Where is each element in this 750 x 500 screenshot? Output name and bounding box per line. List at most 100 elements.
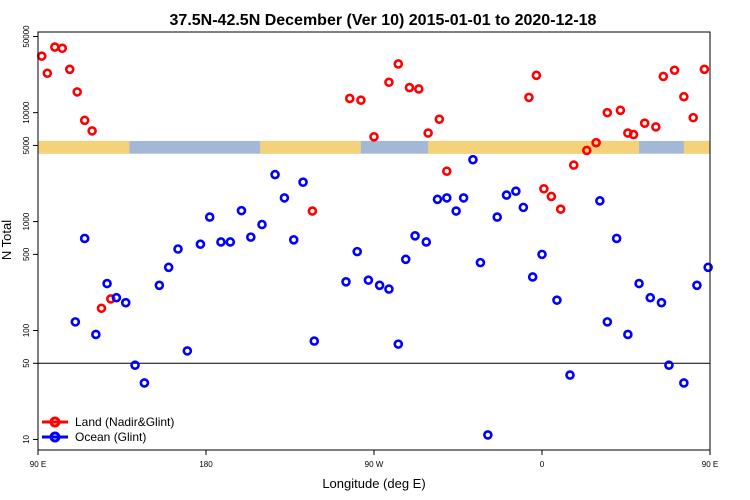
ocean-point <box>664 360 674 371</box>
land-point <box>539 183 549 194</box>
land-point <box>423 128 433 138</box>
x-tick-label: 90 W <box>365 460 384 469</box>
ocean-point <box>352 246 363 257</box>
ocean-point <box>298 177 308 187</box>
ocean-point <box>527 272 538 282</box>
land-point <box>581 145 592 156</box>
ocean-point <box>602 317 613 327</box>
land-point <box>384 77 394 88</box>
land-point <box>356 95 366 106</box>
ocean-point <box>679 378 689 388</box>
ocean-point <box>475 257 486 268</box>
ocean-point <box>483 430 493 440</box>
ocean-point <box>703 262 713 273</box>
land-point <box>688 112 699 123</box>
y-tick-label: 100 <box>22 323 31 337</box>
x-tick-label: 180 <box>199 460 213 469</box>
ocean-point <box>173 244 183 254</box>
chart-title: 37.5N-42.5N December (Ver 10) 2015-01-01… <box>170 12 597 29</box>
land-point <box>546 191 557 202</box>
land-point <box>591 137 601 148</box>
x-tick-label: 0 <box>540 460 545 469</box>
ocean-point <box>565 370 575 380</box>
land-band-segment <box>683 140 710 154</box>
land-point <box>393 59 404 69</box>
ocean-point <box>374 280 385 291</box>
ocean-point <box>195 239 206 249</box>
ocean-point <box>279 193 290 203</box>
ocean-point <box>225 237 236 247</box>
ocean-point <box>400 254 411 265</box>
legend-ocean-marker <box>49 431 61 443</box>
ocean-point <box>130 360 140 371</box>
y-tick-label: 1000 <box>22 212 31 230</box>
land-point <box>57 43 68 54</box>
x-tick-label: 90 E <box>30 460 46 469</box>
ocean-point <box>645 292 656 303</box>
land-point <box>87 126 97 136</box>
ocean-point <box>410 231 420 241</box>
land-point <box>36 51 47 61</box>
land-point <box>369 132 379 142</box>
ocean-point <box>246 232 256 242</box>
legend-land-marker <box>49 416 61 428</box>
ocean-point <box>79 233 90 244</box>
ocean-point <box>656 297 667 308</box>
y-axis-ticks: 10 50 100 500 1000 5000 10000 50000 <box>22 25 38 444</box>
ocean-point <box>91 329 101 340</box>
legend-land-label: Land (Nadir&Glint) <box>75 415 174 429</box>
ocean-point <box>623 329 633 340</box>
ocean-point <box>432 194 443 205</box>
y-tick-label: 500 <box>22 247 31 261</box>
y-tick-label: 5000 <box>22 136 31 154</box>
land-band-segment <box>428 140 640 154</box>
land-point <box>531 70 542 81</box>
land-band-segment <box>38 140 130 154</box>
legend: Land (Nadir&Glint) Ocean (Glint) <box>42 415 174 444</box>
ocean-point <box>309 336 320 346</box>
land-ocean-band <box>38 140 710 154</box>
ocean-point <box>163 262 174 273</box>
land-point <box>96 303 107 314</box>
land-point <box>658 71 669 82</box>
land-point <box>79 115 90 126</box>
land-point <box>64 64 75 75</box>
ocean-point <box>692 280 702 291</box>
land-point <box>344 93 355 104</box>
y-tick-label: 10000 <box>22 101 31 124</box>
land-point <box>555 204 566 214</box>
land-point <box>524 92 534 103</box>
ocean-series <box>70 154 713 440</box>
plot-frame <box>37 31 711 451</box>
x-tick-label: 90 E <box>702 460 718 469</box>
ocean-point <box>451 206 461 216</box>
land-point <box>413 84 424 94</box>
ocean-point <box>70 317 81 327</box>
land-band-segment <box>260 140 361 154</box>
ocean-point <box>518 202 529 213</box>
ocean-point <box>139 378 150 388</box>
ocean-point <box>341 277 351 287</box>
ocean-point <box>288 235 299 245</box>
land-series <box>36 42 710 314</box>
land-point <box>404 82 415 93</box>
legend-ocean-label: Ocean (Glint) <box>75 430 146 444</box>
ocean-point <box>257 219 267 230</box>
ocean-point <box>468 154 478 165</box>
ocean-point <box>216 237 226 247</box>
ocean-point <box>421 237 432 247</box>
land-point <box>42 68 53 79</box>
ocean-point <box>120 297 131 308</box>
ocean-point <box>634 278 644 289</box>
land-point <box>679 91 689 102</box>
y-tick-label: 50000 <box>22 25 31 48</box>
ocean-point <box>363 275 374 285</box>
ocean-point <box>595 196 605 206</box>
y-tick-label: 50 <box>22 358 31 367</box>
ocean-point <box>552 295 562 305</box>
land-point <box>615 105 626 116</box>
ocean-point <box>441 193 452 203</box>
ocean-point <box>492 212 503 222</box>
land-point <box>441 166 452 177</box>
